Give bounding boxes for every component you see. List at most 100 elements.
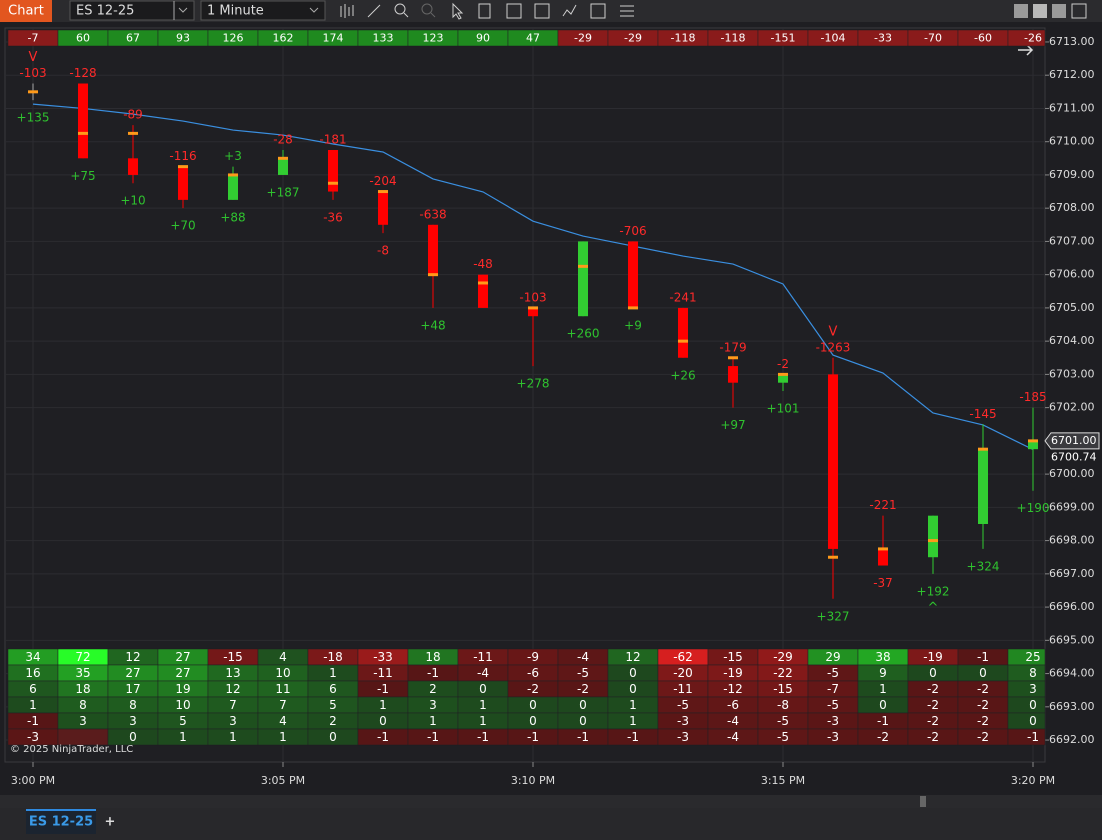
x-tick-label: 3:05 PM	[261, 774, 305, 787]
grid-value: 19	[175, 682, 190, 696]
scrollbar[interactable]	[0, 795, 1102, 808]
poc-marker	[878, 547, 888, 551]
delta-value: 47	[526, 32, 540, 45]
delta-value: -60	[974, 32, 992, 45]
poc-marker	[178, 165, 188, 169]
tab-label[interactable]: ES 12-25	[29, 815, 93, 830]
grid-value: 18	[425, 650, 440, 664]
y-tick-label: 6710.00	[1049, 135, 1095, 148]
scroll-to-end[interactable]	[1018, 44, 1034, 56]
grid-value: -3	[827, 730, 839, 744]
app-label: Chart	[8, 4, 44, 19]
poc-marker	[928, 539, 938, 543]
grid-value: 4	[279, 714, 287, 728]
delta-value: -151	[771, 32, 796, 45]
candle-top-label: +3	[224, 149, 242, 163]
instrument[interactable]: ES 12-25	[76, 4, 134, 19]
grid-value: 9	[879, 666, 887, 680]
interval[interactable]: 1 Minute	[207, 4, 264, 19]
candle-body	[928, 515, 938, 558]
dropdown-arrow[interactable]	[309, 7, 319, 13]
grid-value: 13	[225, 666, 240, 680]
candle-top-label: -221	[869, 498, 896, 512]
grid-cell	[1007, 728, 1046, 746]
grid-value: 72	[75, 650, 90, 664]
poc-marker	[678, 339, 688, 343]
grid-value: 5	[329, 698, 337, 712]
grid-value: 4	[279, 650, 287, 664]
grid-value: 0	[129, 730, 137, 744]
candle-body	[478, 274, 488, 308]
instrument-select[interactable]	[69, 0, 195, 21]
grid-value: 16	[25, 666, 40, 680]
grid-value: -2	[927, 698, 939, 712]
grid-cell	[1007, 664, 1046, 682]
grid-value: -6	[727, 698, 739, 712]
candle-body	[778, 374, 788, 383]
grid-value: -62	[673, 650, 693, 664]
y-tick-label: 6702.00	[1049, 401, 1095, 414]
copyright: © 2025 NinjaTrader, LLC	[10, 744, 133, 755]
poc-marker	[578, 264, 588, 268]
grid-value: -5	[777, 730, 789, 744]
grid-value: 1	[479, 698, 487, 712]
candle-bottom-label: +260	[567, 327, 600, 341]
grid-value: -4	[727, 730, 739, 744]
y-tick-label: 6711.00	[1049, 101, 1095, 114]
tab[interactable]	[26, 810, 96, 834]
grid-value: -19	[923, 650, 943, 664]
grid-value: 18	[75, 682, 90, 696]
grid-value: 0	[629, 682, 637, 696]
delta-value: 67	[126, 32, 140, 45]
grid-value: -15	[773, 682, 793, 696]
y-tick-label: 6709.00	[1049, 168, 1095, 181]
poc-marker	[978, 447, 988, 451]
poc-marker	[1028, 439, 1038, 443]
scroll-thumb[interactable]	[920, 796, 926, 807]
grid-value: -15	[223, 650, 243, 664]
candle-body	[728, 366, 738, 383]
grid-value: 3	[129, 714, 137, 728]
price-marker-label: 6701.00	[1051, 434, 1097, 447]
poc-marker	[528, 306, 538, 310]
grid-value: -1	[27, 714, 39, 728]
grid-value: -11	[373, 666, 393, 680]
grid-value: -5	[677, 698, 689, 712]
app-label-bg	[0, 0, 52, 22]
grid-value: -6	[527, 666, 539, 680]
delta-value: 126	[223, 32, 244, 45]
grid-value: 2	[429, 682, 437, 696]
candle-bottom-label: -36	[323, 210, 343, 224]
y-tick-label: 6713.00	[1049, 35, 1095, 48]
grid-value: 7	[279, 698, 287, 712]
candle-body	[878, 548, 888, 566]
y-tick-label: 6708.00	[1049, 201, 1095, 214]
vwap-line	[32, 103, 1034, 451]
grid-value: -11	[473, 650, 493, 664]
candle-bottom-label: +278	[517, 377, 550, 391]
poc-marker	[28, 90, 38, 94]
tab-label[interactable]: +	[105, 815, 116, 830]
grid-value: -2	[927, 714, 939, 728]
grid-value: 7	[229, 698, 237, 712]
candle-top-label: -706	[619, 224, 646, 238]
grid-value: -7	[827, 682, 839, 696]
grid-value: 3	[1029, 682, 1037, 696]
window-buttons[interactable]	[1014, 3, 1087, 19]
price-marker-label: 6700.74	[1051, 451, 1097, 464]
grid-value: 0	[1029, 714, 1037, 728]
candle-bottom-label: +97	[720, 418, 745, 432]
dropdown-arrow[interactable]	[173, 1, 188, 20]
interval-select[interactable]	[200, 0, 326, 21]
y-tick-label: 6697.00	[1049, 567, 1095, 580]
grid-value: 8	[79, 698, 87, 712]
poc-marker	[278, 156, 288, 160]
poc-marker	[428, 273, 438, 277]
toolbar-icons[interactable]	[340, 2, 634, 20]
grid-value: 12	[625, 650, 640, 664]
y-tick-label: 6696.00	[1049, 600, 1095, 613]
grid-value: 10	[175, 698, 190, 712]
poc-marker	[728, 356, 738, 360]
signal-marker: V	[829, 324, 838, 339]
